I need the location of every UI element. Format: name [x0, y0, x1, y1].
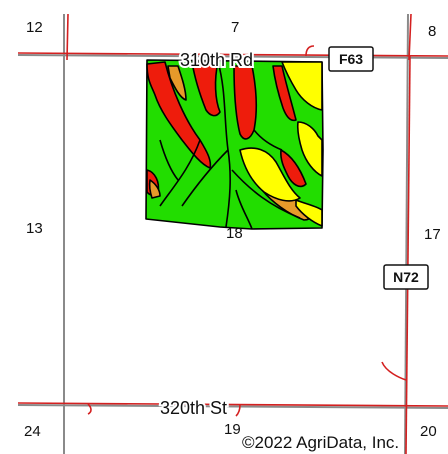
- road-east: [405, 55, 411, 454]
- soil-zone-red: [146, 61, 212, 169]
- section-numbers: 12 7 8 13 18 17 24 19 20: [24, 19, 441, 440]
- road-curve-bottom-west: [87, 403, 92, 415]
- route-shield-n72: N72: [383, 264, 429, 290]
- road-top: [17, 52, 448, 57]
- soil-zone-red: [272, 65, 297, 122]
- road-stub-west-top: [66, 13, 69, 61]
- section-number-18: 18: [226, 225, 243, 242]
- soil-field: [145, 59, 324, 230]
- section-number-12: 12: [26, 19, 43, 36]
- soil-boundary: [235, 189, 253, 230]
- section-number-8: 8: [428, 23, 436, 40]
- route-shield-f63-label: F63: [339, 51, 363, 67]
- road-curve-east: [381, 361, 407, 381]
- soil-zone-yellow: [281, 61, 323, 111]
- section-number-17: 17: [424, 226, 441, 243]
- section-number-20: 20: [420, 423, 437, 440]
- soil-boundary: [231, 169, 301, 219]
- soil-boundary: [159, 139, 201, 207]
- road-curve-bottom-mid: [235, 404, 241, 417]
- roads: [17, 13, 448, 454]
- route-shield-n72-label: N72: [393, 269, 419, 285]
- soil-zone-yellow: [295, 199, 323, 227]
- route-shield-n72-box: [383, 264, 429, 290]
- soil-zone-orange: [167, 65, 187, 101]
- soil-zone-yellow: [296, 121, 323, 177]
- road-stub-east-top: [408, 13, 412, 61]
- section-number-7: 7: [231, 19, 239, 36]
- road-bottom: [17, 402, 448, 407]
- route-shield-f63-box: [328, 46, 374, 72]
- section-line-north: [17, 54, 448, 59]
- section-number-24: 24: [24, 423, 41, 440]
- soil-boundary: [253, 129, 283, 151]
- road-label-320th-st: 320th St: [160, 398, 227, 418]
- road-curve-top: [305, 45, 315, 57]
- soil-zone-red: [280, 149, 307, 188]
- copyright-notice: ©2022 AgriData, Inc.: [242, 433, 399, 452]
- road-label-310th-rd: 310th Rd: [180, 50, 253, 70]
- soil-zone-orange: [148, 179, 161, 199]
- soil-boundary: [181, 149, 229, 207]
- soil-zone-red: [233, 65, 257, 140]
- section-number-19: 19: [224, 421, 241, 438]
- route-shield-f63: F63: [328, 46, 374, 72]
- soil-zone-red: [191, 61, 221, 117]
- soil-zone-yellow: [239, 147, 301, 202]
- section-number-13: 13: [26, 220, 43, 237]
- soil-boundary: [159, 139, 179, 181]
- soil-boundary: [217, 61, 231, 228]
